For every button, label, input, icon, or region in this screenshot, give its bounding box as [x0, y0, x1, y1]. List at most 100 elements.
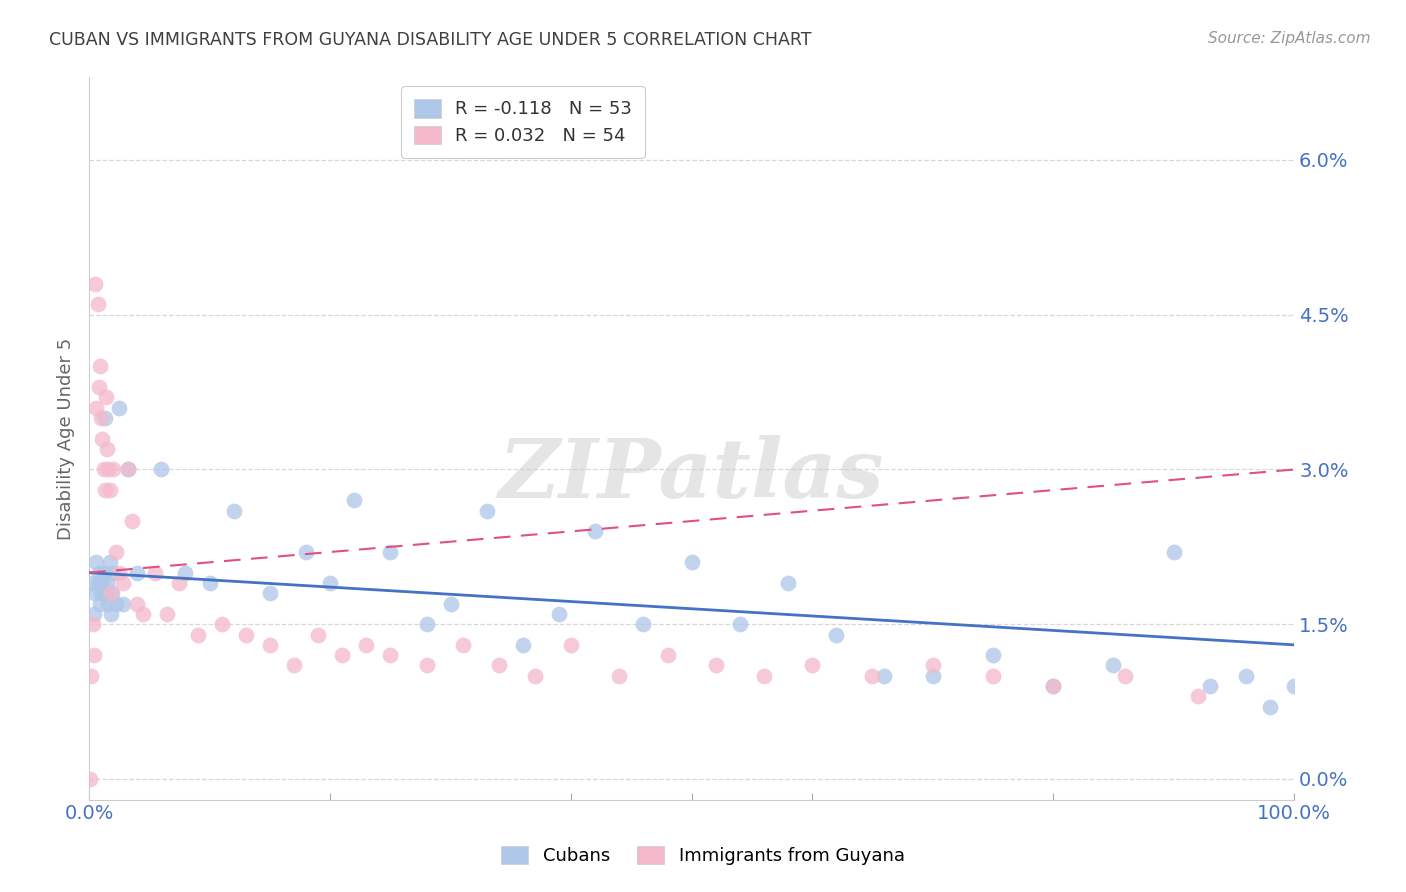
Point: [307, 627, 329, 641]
Point: [90, 586, 112, 600]
Point: [80, 669, 103, 683]
Point: [198, 576, 221, 591]
Point: [860, 669, 883, 683]
Point: [657, 648, 679, 663]
Point: [156, 607, 179, 621]
Point: [84, 401, 107, 415]
Point: [259, 638, 281, 652]
Point: [100, 607, 122, 621]
Point: [776, 576, 799, 591]
Point: [801, 658, 824, 673]
Point: [150, 462, 173, 476]
Point: [475, 504, 498, 518]
Point: [80, 576, 103, 591]
Point: [101, 566, 124, 580]
Point: [681, 555, 703, 569]
Point: [97, 462, 120, 476]
Point: [415, 617, 437, 632]
Point: [1042, 679, 1064, 693]
Point: [84, 586, 107, 600]
Point: [94, 390, 117, 404]
Point: [101, 586, 124, 600]
Point: [343, 493, 366, 508]
Point: [921, 669, 943, 683]
Point: [380, 545, 402, 559]
Point: [607, 669, 630, 683]
Point: [1102, 658, 1125, 673]
Point: [512, 638, 534, 652]
Point: [728, 617, 751, 632]
Y-axis label: Disability Age Under 5: Disability Age Under 5: [58, 337, 75, 540]
Point: [87, 566, 110, 580]
Point: [235, 627, 257, 641]
Point: [169, 576, 191, 591]
Point: [91, 576, 114, 591]
Point: [1258, 699, 1281, 714]
Point: [79, 772, 101, 786]
Point: [633, 617, 655, 632]
Point: [111, 597, 134, 611]
Point: [319, 576, 342, 591]
Point: [921, 658, 943, 673]
Point: [330, 648, 353, 663]
Point: [415, 658, 437, 673]
Point: [981, 669, 1004, 683]
Text: Source: ZipAtlas.com: Source: ZipAtlas.com: [1208, 31, 1371, 46]
Point: [96, 442, 118, 456]
Point: [704, 658, 727, 673]
Point: [186, 627, 208, 641]
Point: [143, 566, 166, 580]
Point: [825, 627, 848, 641]
Legend: Cubans, Immigrants from Guyana: Cubans, Immigrants from Guyana: [492, 837, 914, 874]
Point: [89, 597, 111, 611]
Point: [121, 514, 143, 528]
Point: [91, 432, 114, 446]
Point: [873, 669, 896, 683]
Point: [451, 638, 474, 652]
Text: CUBAN VS IMMIGRANTS FROM GUYANA DISABILITY AGE UNDER 5 CORRELATION CHART: CUBAN VS IMMIGRANTS FROM GUYANA DISABILI…: [49, 31, 811, 49]
Point: [84, 555, 107, 569]
Point: [93, 566, 115, 580]
Point: [86, 576, 108, 591]
Point: [211, 617, 233, 632]
Point: [94, 586, 117, 600]
Point: [87, 380, 110, 394]
Point: [1234, 669, 1257, 683]
Point: [86, 297, 108, 311]
Point: [752, 669, 775, 683]
Point: [523, 669, 546, 683]
Point: [283, 658, 305, 673]
Point: [101, 462, 124, 476]
Point: [354, 638, 377, 652]
Point: [380, 648, 402, 663]
Point: [108, 401, 131, 415]
Point: [83, 648, 105, 663]
Point: [93, 410, 115, 425]
Point: [98, 555, 121, 569]
Point: [1282, 679, 1305, 693]
Point: [1163, 545, 1185, 559]
Point: [117, 462, 139, 476]
Point: [82, 617, 104, 632]
Text: ZIPatlas: ZIPatlas: [499, 434, 884, 515]
Point: [439, 597, 461, 611]
Point: [981, 648, 1004, 663]
Point: [90, 410, 112, 425]
Point: [1198, 679, 1220, 693]
Point: [259, 586, 281, 600]
Point: [117, 462, 139, 476]
Point: [104, 597, 127, 611]
Point: [98, 483, 121, 497]
Point: [111, 576, 134, 591]
Point: [93, 462, 115, 476]
Point: [100, 586, 122, 600]
Point: [295, 545, 318, 559]
Point: [127, 597, 149, 611]
Point: [560, 638, 582, 652]
Point: [1187, 690, 1209, 704]
Point: [583, 524, 606, 539]
Point: [548, 607, 571, 621]
Point: [84, 277, 107, 291]
Point: [83, 607, 105, 621]
Legend: R = -0.118   N = 53, R = 0.032   N = 54: R = -0.118 N = 53, R = 0.032 N = 54: [401, 87, 645, 158]
